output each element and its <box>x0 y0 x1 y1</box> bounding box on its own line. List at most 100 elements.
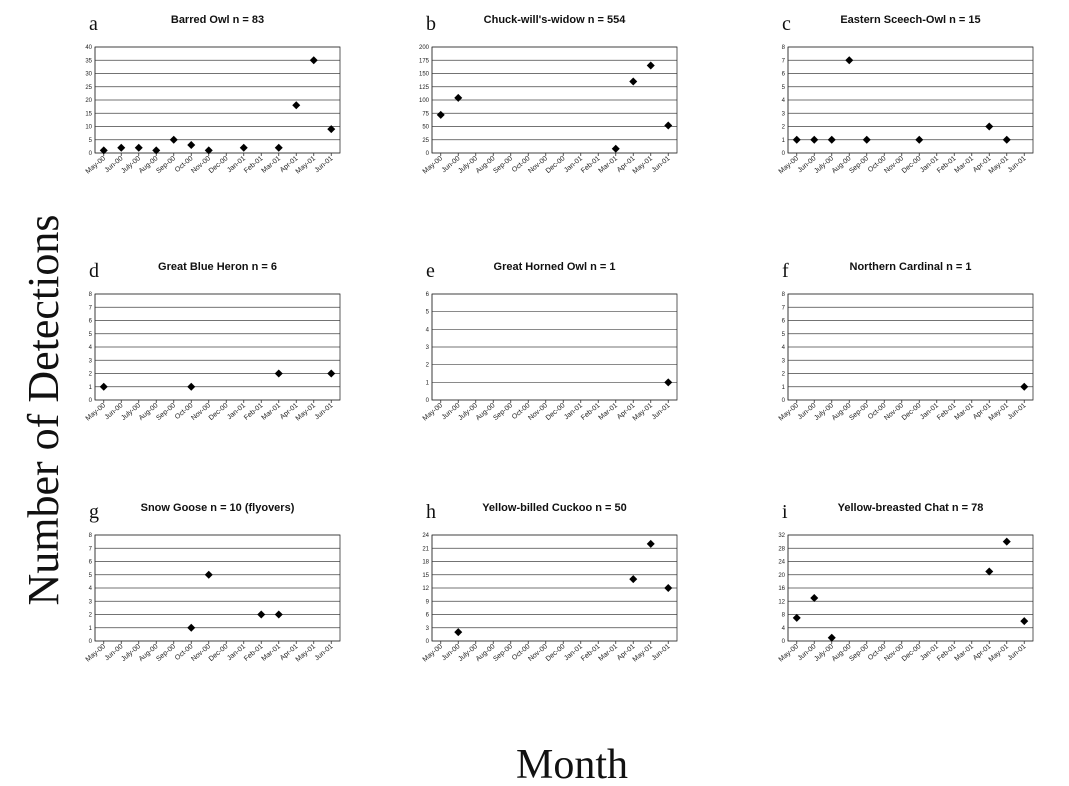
panel-title: Yellow-breasted Chat n = 78 <box>838 502 984 514</box>
y-tick-label: 5 <box>89 332 93 338</box>
x-tick-label: May-01 <box>988 155 1010 175</box>
data-point <box>629 575 638 584</box>
y-tick-label: 175 <box>419 58 430 64</box>
panel-title: Barred Owl n = 83 <box>171 14 264 26</box>
x-tick-label: Sep-00 <box>492 402 514 422</box>
y-tick-label: 8 <box>782 613 786 619</box>
panel-g: g Snow Goose n = 10 (flyovers) 0 1 2 3 4 5 6 7 8 Ma… <box>85 501 341 664</box>
panel-b: b Chuck-will's-widow n = 554 0 25 50 75 100 125… <box>419 13 678 176</box>
y-tick-label: 0 <box>89 151 93 157</box>
x-tick-label: May-01 <box>632 643 654 663</box>
y-tick-label: 20 <box>85 98 92 104</box>
panel-title: Northern Cardinal n = 1 <box>850 261 972 273</box>
panel-title: Chuck-will's-widow n = 554 <box>484 14 627 26</box>
x-tick-label: May-00 <box>778 402 800 422</box>
y-tick-label: 9 <box>426 599 430 605</box>
y-tick-label: 12 <box>778 599 785 605</box>
x-tick-label: Mar-01 <box>598 402 620 422</box>
data-point <box>611 144 620 153</box>
y-tick-label: 6 <box>89 319 93 325</box>
panel-i: i Yellow-breasted Chat n = 78 0 4 8 12 16 20 24 2… <box>778 501 1034 664</box>
panel-label: c <box>782 13 791 35</box>
x-tick-label: May-01 <box>295 402 317 422</box>
x-tick-label: May-00 <box>422 402 444 422</box>
x-tick-label: Mar-01 <box>598 155 620 175</box>
y-tick-label: 125 <box>419 85 430 91</box>
data-point <box>827 135 836 144</box>
panel-title: Eastern Sceech-Owl n = 15 <box>840 14 980 26</box>
panel-label: e <box>426 260 435 282</box>
y-tick-label: 7 <box>782 305 786 311</box>
panel-d: d Great Blue Heron n = 6 0 1 2 3 4 5 6 7 8 May-00 Ju… <box>85 260 341 423</box>
y-tick-label: 0 <box>426 398 430 404</box>
data-point <box>187 382 196 391</box>
y-tick-label: 8 <box>782 292 786 298</box>
y-tick-label: 32 <box>778 533 785 539</box>
data-point <box>187 623 196 632</box>
data-point <box>454 93 463 102</box>
data-point <box>985 122 994 131</box>
y-tick-label: 15 <box>85 111 92 117</box>
x-tick-label: Jun-01 <box>651 643 672 662</box>
y-tick-label: 25 <box>422 138 429 144</box>
data-point <box>827 633 836 642</box>
y-tick-label: 1 <box>89 626 93 632</box>
y-tick-label: 7 <box>782 58 786 64</box>
data-point <box>862 135 871 144</box>
data-point <box>1002 135 1011 144</box>
y-tick-label: 5 <box>782 332 786 338</box>
panel-title: Great Blue Heron n = 6 <box>158 261 277 273</box>
x-tick-label: Jun-01 <box>314 155 335 174</box>
data-point <box>1020 382 1029 391</box>
x-tick-label: Dec-00 <box>901 643 923 663</box>
panel-label: d <box>89 260 99 282</box>
panel-title: Great Horned Owl n = 1 <box>494 261 616 273</box>
x-tick-label: Jun-01 <box>1007 155 1028 174</box>
data-point <box>845 56 854 65</box>
y-tick-label: 20 <box>778 573 785 579</box>
y-tick-label: 1 <box>426 380 430 386</box>
y-tick-label: 2 <box>782 372 786 378</box>
x-tick-label: May-01 <box>295 643 317 663</box>
y-tick-label: 2 <box>89 372 93 378</box>
x-tick-label: Sep-00 <box>155 402 177 422</box>
y-tick-label: 6 <box>89 560 93 566</box>
data-point <box>152 146 161 155</box>
panel-h: h Yellow-billed Cuckoo n = 50 0 3 6 9 12 15 18 21… <box>422 501 678 664</box>
x-tick-label: Sep-00 <box>492 643 514 663</box>
data-point <box>646 61 655 70</box>
panel-c: c Eastern Sceech-Owl n = 15 0 1 2 3 4 5 6 7 8 May-0… <box>778 13 1034 176</box>
data-point <box>915 135 924 144</box>
panel-label: f <box>782 260 789 282</box>
y-tick-label: 4 <box>89 345 93 351</box>
y-tick-label: 5 <box>89 573 93 579</box>
data-point <box>985 567 994 576</box>
panel-label: i <box>782 501 788 523</box>
y-tick-label: 28 <box>778 546 785 552</box>
y-tick-label: 21 <box>422 546 429 552</box>
x-tick-label: Mar-01 <box>954 643 976 663</box>
y-tick-label: 2 <box>89 613 93 619</box>
y-tick-label: 50 <box>422 125 429 131</box>
y-tick-label: 24 <box>422 533 429 539</box>
x-tick-label: May-01 <box>632 402 654 422</box>
data-point <box>274 143 283 152</box>
x-axis-title: Month <box>516 742 628 786</box>
data-point <box>274 369 283 378</box>
x-tick-label: Dec-00 <box>901 402 923 422</box>
y-tick-label: 7 <box>89 305 93 311</box>
x-tick-label: May-01 <box>988 402 1010 422</box>
y-tick-label: 1 <box>782 138 786 144</box>
x-tick-label: May-01 <box>632 155 654 175</box>
y-tick-label: 0 <box>782 639 786 645</box>
y-tick-label: 7 <box>89 546 93 552</box>
x-tick-label: May-00 <box>778 643 800 663</box>
x-tick-label: Mar-01 <box>261 155 283 175</box>
data-point <box>792 135 801 144</box>
data-point <box>664 378 673 387</box>
x-tick-label: Jun-01 <box>651 155 672 174</box>
x-tick-label: Mar-01 <box>261 402 283 422</box>
x-tick-label: Sep-00 <box>848 402 870 422</box>
y-tick-label: 24 <box>778 560 785 566</box>
